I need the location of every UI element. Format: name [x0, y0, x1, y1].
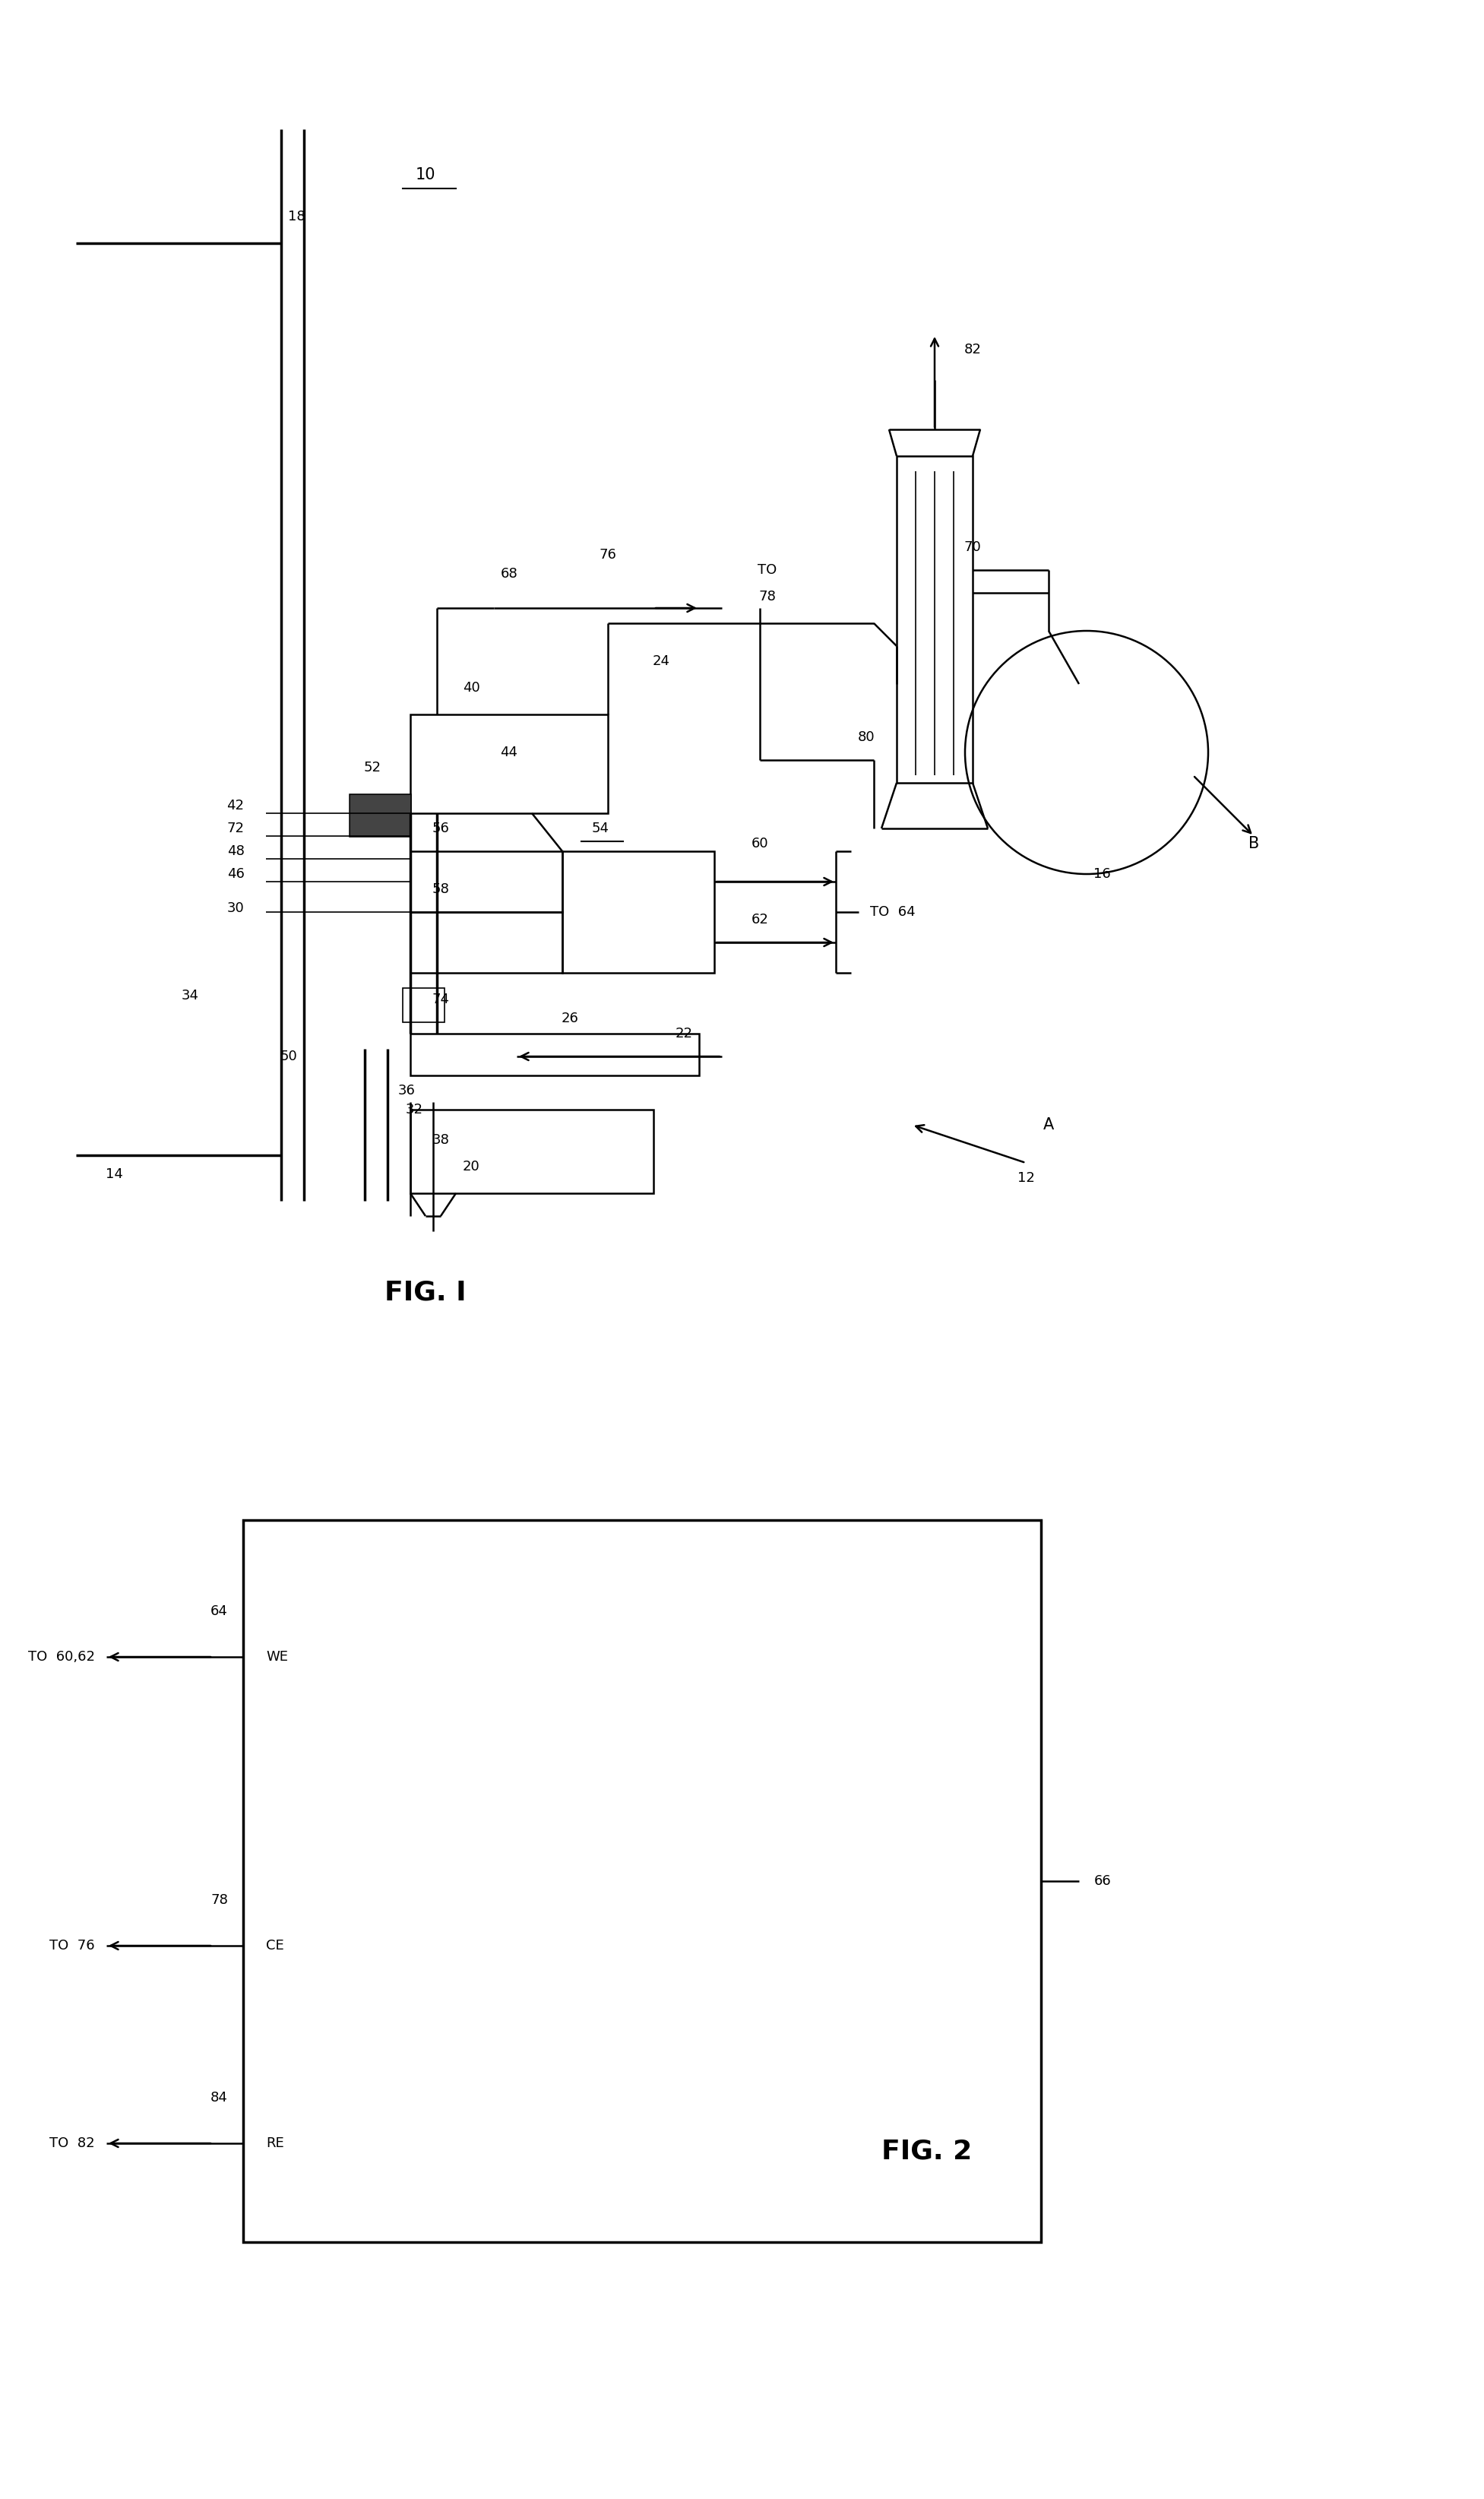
- Text: 42: 42: [227, 800, 245, 812]
- Bar: [350, 795, 410, 837]
- Text: 78: 78: [758, 590, 776, 602]
- Text: 70: 70: [965, 540, 981, 555]
- Text: 76: 76: [600, 547, 616, 562]
- Text: 62: 62: [751, 912, 769, 927]
- Text: TO  76: TO 76: [49, 1939, 95, 1952]
- Text: 46: 46: [227, 867, 245, 880]
- Text: 48: 48: [227, 845, 245, 857]
- Bar: [410, 852, 562, 912]
- Text: 22: 22: [675, 1027, 693, 1040]
- Bar: [562, 852, 714, 972]
- Text: 50: 50: [280, 1050, 297, 1062]
- Text: 84: 84: [211, 2092, 229, 2104]
- Text: 30: 30: [227, 902, 245, 915]
- Text: 14: 14: [105, 1167, 123, 1182]
- Text: TO  60,62: TO 60,62: [28, 1649, 95, 1664]
- Text: 52: 52: [364, 760, 381, 775]
- Text: WE: WE: [266, 1649, 288, 1664]
- Text: 80: 80: [858, 730, 876, 745]
- Text: 54: 54: [592, 822, 608, 835]
- Text: 10: 10: [416, 167, 436, 182]
- Bar: [402, 987, 445, 1022]
- Bar: [350, 795, 410, 837]
- Text: CE: CE: [266, 1939, 283, 1952]
- Bar: [410, 715, 608, 812]
- Text: 60: 60: [751, 837, 769, 850]
- Text: 24: 24: [653, 655, 669, 667]
- Text: TO: TO: [758, 562, 778, 577]
- Text: 82: 82: [965, 342, 981, 357]
- Text: 58: 58: [432, 882, 450, 897]
- Text: 68: 68: [500, 567, 518, 580]
- Text: TO  82: TO 82: [49, 2137, 95, 2149]
- Bar: [410, 912, 562, 972]
- Text: 64: 64: [211, 1604, 229, 1619]
- Bar: [410, 1035, 699, 1075]
- Text: 38: 38: [432, 1132, 450, 1147]
- Text: TO  64: TO 64: [870, 905, 916, 920]
- Text: 32: 32: [405, 1102, 423, 1117]
- Text: 56: 56: [432, 822, 450, 835]
- Text: 16: 16: [1094, 867, 1110, 880]
- Text: 72: 72: [227, 822, 245, 835]
- Bar: [243, 1519, 1040, 2242]
- Text: A: A: [1043, 1117, 1054, 1132]
- Text: 26: 26: [561, 1012, 579, 1025]
- Text: 40: 40: [463, 682, 479, 695]
- Text: 66: 66: [1094, 1874, 1112, 1887]
- Text: FIG. I: FIG. I: [384, 1279, 466, 1304]
- Bar: [896, 455, 972, 782]
- Text: 12: 12: [1017, 1172, 1034, 1185]
- Bar: [410, 1110, 653, 1192]
- Text: 20: 20: [463, 1160, 479, 1175]
- Text: 36: 36: [398, 1085, 416, 1097]
- Text: FIG. 2: FIG. 2: [881, 2139, 972, 2164]
- Text: 78: 78: [211, 1894, 229, 1907]
- Text: 18: 18: [288, 210, 306, 222]
- Text: 34: 34: [181, 990, 199, 1002]
- Text: 74: 74: [432, 992, 450, 1007]
- Text: 44: 44: [500, 745, 518, 760]
- Text: B: B: [1248, 837, 1260, 852]
- Text: RE: RE: [266, 2137, 283, 2149]
